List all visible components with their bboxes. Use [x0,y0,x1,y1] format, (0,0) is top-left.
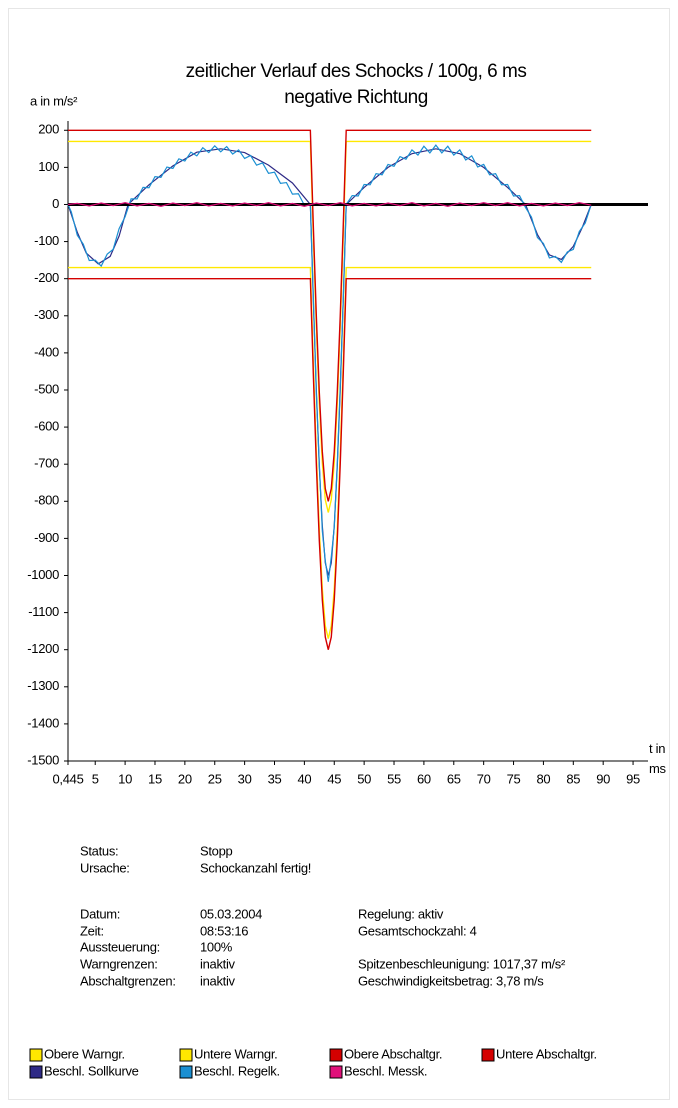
legend-swatch [179,1048,193,1062]
y-tick-label: -1100 [28,604,59,619]
info-label: Abschaltgrenzen: [80,973,176,988]
chart-subtitle: negative Richtung [284,87,428,108]
legend-swatch [481,1048,495,1062]
info-label: Zeit: [80,923,104,938]
legend-label: Untere Warngr. [194,1046,277,1061]
y-tick-label: -1400 [27,715,59,730]
info-value: Schockanzahl fertig! [200,860,311,875]
y-tick-label: -1500 [27,752,59,767]
info-label: Datum: [80,906,120,921]
legend-label: Beschl. Regelk. [194,1063,280,1078]
y-tick-label: -1300 [27,678,59,693]
legend-swatch [179,1065,193,1079]
frame [8,8,670,1100]
x-tick-label: 25 [208,771,222,786]
x-tick-label: 80 [536,771,550,786]
info-value: 100% [200,939,233,954]
info-value: Stopp [200,843,233,858]
x-tick-label: 65 [447,771,461,786]
info-label: Warngrenzen: [80,956,158,971]
x-tick-label: 0,445 [52,771,83,786]
series-line [68,277,592,650]
info-right: Gesamtschockzahl: 4 [358,923,477,938]
x-tick-label: 50 [357,771,371,786]
legend-label: Beschl. Messk. [344,1063,427,1078]
y-tick-label: 100 [38,159,59,174]
legend-label: Untere Abschaltgr. [496,1046,597,1061]
legend-swatch [29,1048,43,1062]
series-line [68,129,592,502]
y-tick-label: -900 [34,530,59,545]
x-tick-label: 20 [178,771,192,786]
x-tick-label: 35 [268,771,282,786]
y-tick-label: 200 [38,122,59,137]
y-axis-label: a in m/s² [30,93,78,108]
x-tick-label: 45 [327,771,341,786]
x-tick-label: 90 [596,771,610,786]
x-tick-label: 60 [417,771,431,786]
info-value: 05.03.2004 [200,906,262,921]
legend-label: Obere Abschaltgr. [344,1046,442,1061]
legend-swatch [29,1065,43,1079]
y-tick-label: -600 [34,419,59,434]
info-value: inaktiv [200,956,236,971]
info-label: Status: [80,843,118,858]
y-tick-label: 0 [52,196,59,211]
x-tick-label: 5 [92,771,99,786]
legend-swatch [329,1065,343,1079]
x-tick-label: 75 [507,771,521,786]
x-tick-label: 70 [477,771,491,786]
y-tick-label: -1000 [27,567,59,582]
info-right: Spitzenbeschleunigung: 1017,37 m/s² [358,956,566,971]
series-line [67,144,592,582]
y-tick-label: -200 [34,270,59,285]
x-tick-label: 15 [148,771,162,786]
y-tick-label: -400 [34,344,59,359]
info-right: Geschwindigkeitsbetrag: 3,78 m/s [358,973,544,988]
series-line [68,266,592,639]
legend-swatch [329,1048,343,1062]
x-axis-label: t in ms [649,741,666,776]
x-tick-label: 40 [297,771,311,786]
series-line [67,201,592,207]
x-tick-label: 85 [566,771,580,786]
legend-label: Obere Warngr. [44,1046,125,1061]
chart-title: zeitlicher Verlauf des Schocks / 100g, 6… [186,61,527,82]
y-tick-label: -500 [34,381,59,396]
info-label: Ursache: [80,860,130,875]
legend-label: Beschl. Sollkurve [44,1063,139,1078]
x-tick-label: 95 [626,771,640,786]
y-tick-label: -1200 [27,641,59,656]
y-tick-label: -800 [34,493,59,508]
y-tick-label: -100 [34,233,59,248]
series-line [68,140,592,513]
info-value: 08:53:16 [200,923,248,938]
x-tick-label: 55 [387,771,401,786]
info-value: inaktiv [200,973,236,988]
x-tick-label: 30 [238,771,252,786]
y-tick-label: -700 [34,456,59,471]
series-line [67,148,592,576]
y-tick-label: -300 [34,307,59,322]
info-right: Regelung: aktiv [358,906,444,921]
x-tick-label: 10 [118,771,132,786]
info-label: Aussteuerung: [80,939,160,954]
